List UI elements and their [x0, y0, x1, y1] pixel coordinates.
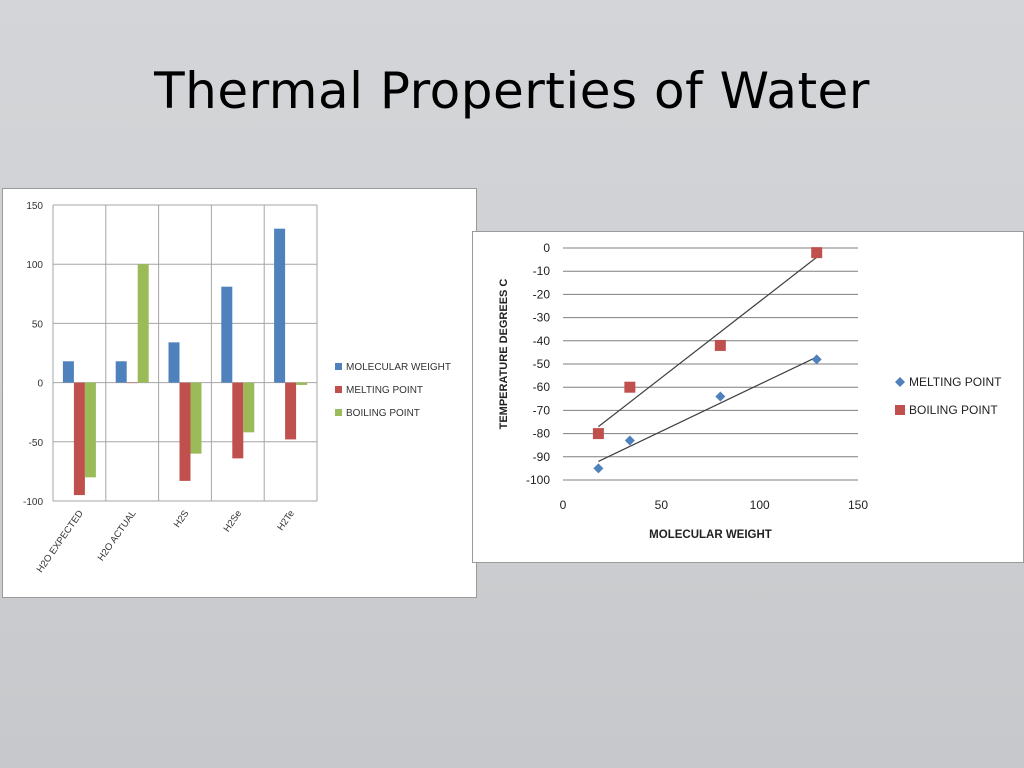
legend-label: MOLECULAR WEIGHT [346, 362, 451, 373]
data-point-diamond [624, 435, 635, 446]
bar [115, 361, 127, 383]
y-tick-label: -70 [533, 403, 551, 417]
y-tick-label: -50 [29, 438, 44, 449]
data-point-diamond [811, 354, 822, 365]
slide-title: Thermal Properties of Water [154, 62, 870, 120]
legend-label: BOILING POINT [346, 408, 420, 419]
data-point-square [714, 339, 726, 351]
trendline [598, 256, 818, 428]
x-tick-label: H2Se [222, 508, 245, 534]
y-tick-label: -60 [533, 380, 551, 394]
bar [190, 382, 202, 454]
scatter-chart: 0 -10 -20 -30 -40 -50 -60 -70 -80 -90 -100 0 50 100 15… [498, 241, 1002, 541]
bar-chart-panel: 150 100 50 0 -50 -100 H2O EXPECTED H2O ACTUAL H2… [2, 188, 477, 598]
legend-swatch [335, 363, 342, 370]
bar [221, 286, 233, 383]
y-tick-label: -80 [533, 427, 551, 441]
bar [73, 382, 85, 496]
y-tick-label: 100 [26, 260, 43, 271]
scatter-chart-panel: 0 -10 -20 -30 -40 -50 -60 -70 -80 -90 -100 0 50 100 15… [472, 231, 1024, 563]
bar [285, 382, 297, 440]
bar [126, 382, 138, 384]
x-axis-title: MOLECULAR WEIGHT [649, 529, 772, 541]
bar [274, 228, 286, 383]
bar [232, 382, 244, 459]
data-point-square [811, 247, 823, 259]
legend-marker [895, 405, 905, 415]
bar [62, 361, 74, 383]
legend-swatch [335, 386, 342, 393]
legend-marker [895, 377, 905, 387]
y-tick-label: -100 [526, 473, 550, 487]
trendline [598, 356, 817, 462]
x-tick-label: 50 [655, 498, 669, 512]
data-point-diamond [593, 463, 604, 474]
x-tick-label: H2Te [275, 508, 297, 532]
x-tick-label: H2S [172, 508, 192, 529]
bar [243, 382, 255, 433]
bar [179, 382, 191, 481]
y-tick-label: -90 [533, 450, 551, 464]
y-tick-label: -30 [533, 311, 551, 325]
data-point-diamond [715, 391, 726, 402]
legend-label: MELTING POINT [346, 385, 423, 396]
x-tick-label: 150 [848, 498, 868, 512]
x-tick-label: H2O EXPECTED [35, 508, 86, 575]
data-point-square [624, 381, 636, 393]
y-tick-label: -10 [533, 264, 551, 278]
x-tick-label: 0 [560, 498, 567, 512]
y-tick-label: -50 [533, 357, 551, 371]
legend-label: BOILING POINT [909, 403, 998, 417]
y-tick-label: 0 [37, 379, 43, 390]
y-tick-label: -20 [533, 287, 551, 301]
y-tick-label: 0 [543, 241, 550, 255]
y-axis-title: TEMPERATURE DEGREES C [498, 279, 510, 430]
y-tick-label: 150 [26, 201, 43, 212]
bar [137, 264, 149, 383]
bar [84, 382, 96, 478]
bar [296, 382, 308, 385]
y-tick-label: -100 [23, 497, 43, 508]
legend-label: MELTING POINT [909, 375, 1002, 389]
x-tick-label: 100 [750, 498, 770, 512]
data-point-square [592, 428, 604, 440]
legend-swatch [335, 409, 342, 416]
y-tick-label: 50 [32, 319, 44, 330]
y-tick-label: -40 [533, 334, 551, 348]
x-tick-label: H2O ACTUAL [96, 508, 139, 563]
bar [168, 342, 180, 383]
